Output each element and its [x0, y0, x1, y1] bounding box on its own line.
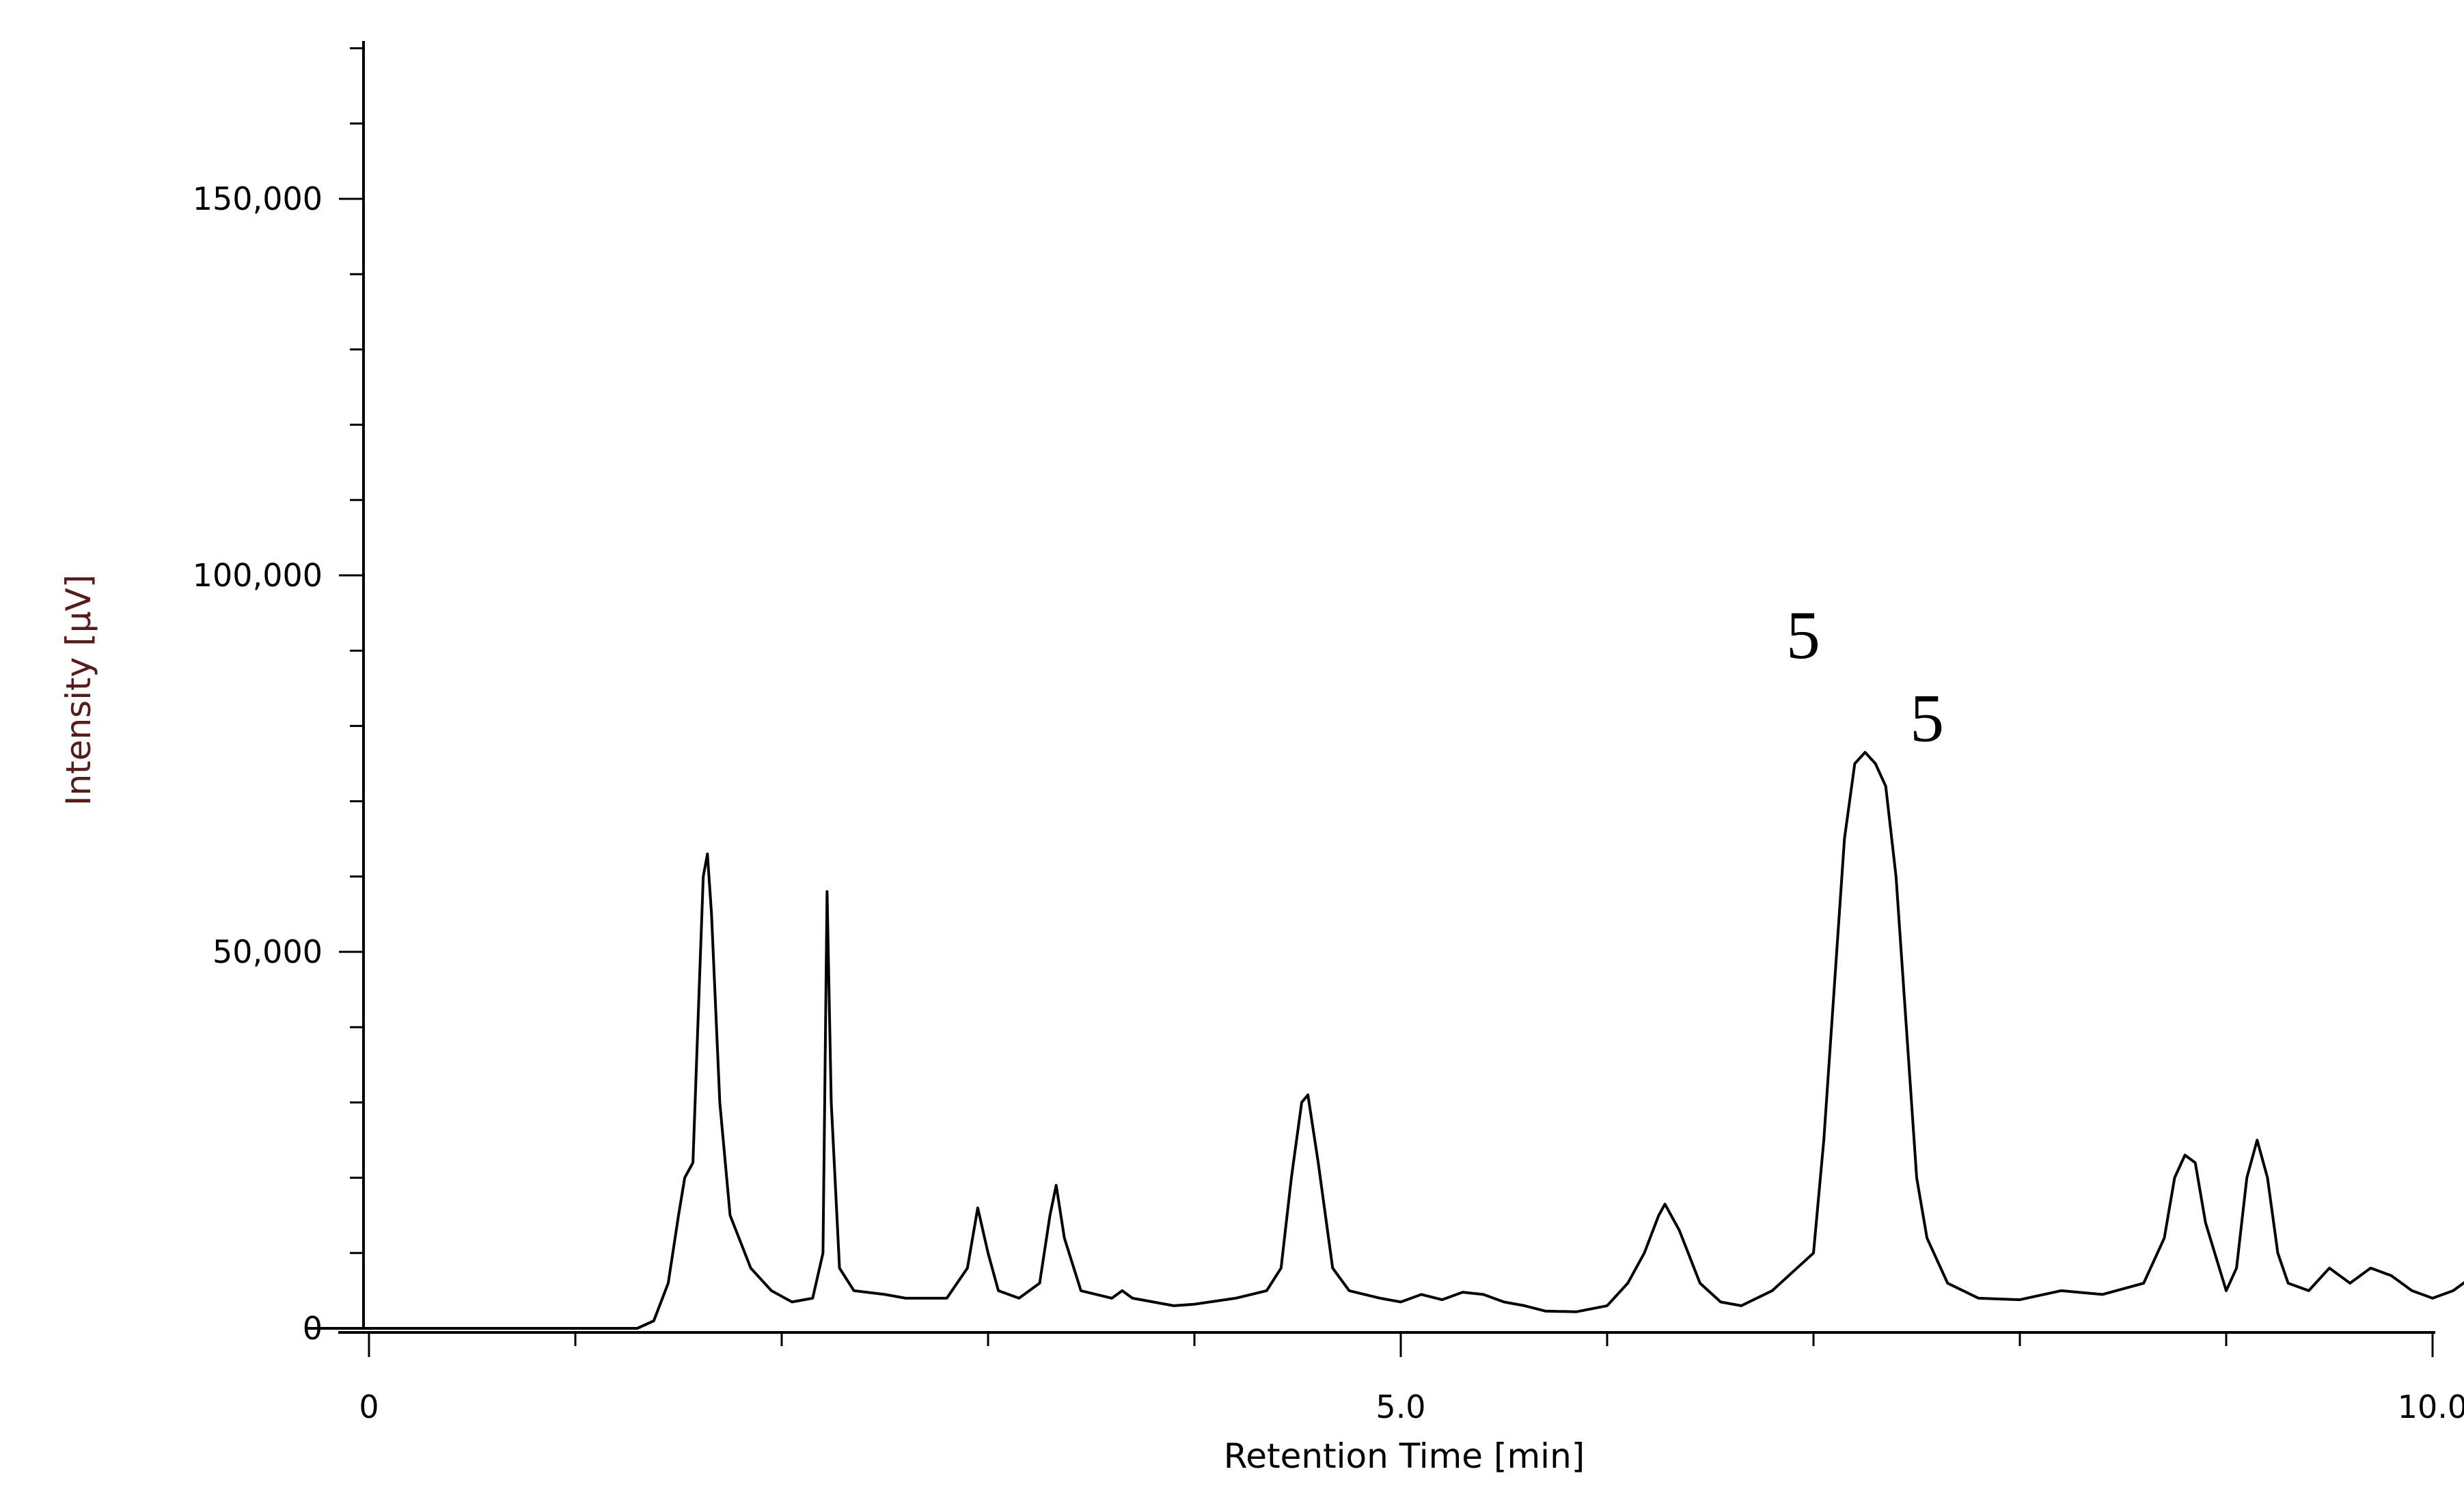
peak-annotation-label: 5 [1786, 597, 1820, 673]
y-tick-label: 50,000 [213, 933, 323, 970]
series-layer [307, 751, 2464, 1330]
chart-axes [338, 41, 2435, 1357]
peak-annotation-label: 5 [1910, 680, 1944, 756]
y-tick-label: 100,000 [193, 557, 323, 594]
x-tick-label: 5.0 [1375, 1388, 1425, 1425]
y-tick-label: 0 [303, 1310, 323, 1347]
x-tick-label: 0 [359, 1388, 379, 1425]
peak-annotations: 4455 [1786, 597, 1944, 756]
x-axis-title: Retention Time [min] [1224, 1436, 1585, 1476]
x-tick-label: 10.0 [2398, 1388, 2464, 1425]
y-axis-title: Intensity [μV] [59, 575, 98, 806]
y-tick-label: 150,000 [193, 180, 323, 217]
chromatogram-series-line [307, 751, 2464, 1330]
